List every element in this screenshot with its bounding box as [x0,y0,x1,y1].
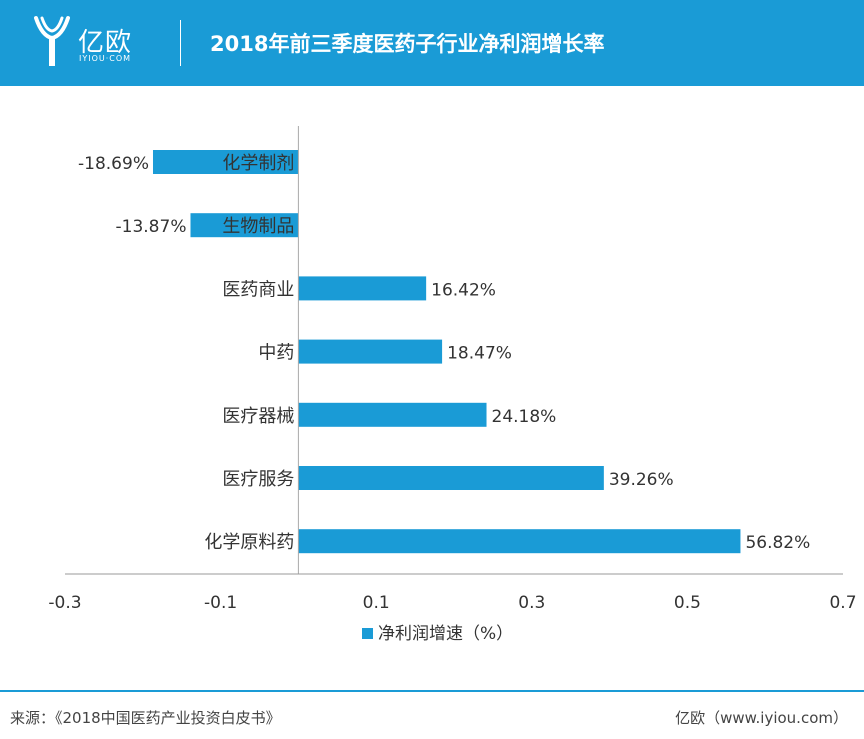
bar-医药商业 [298,276,427,301]
bar-医疗服务 [298,466,604,490]
x-tick-label: 0.1 [363,593,390,613]
category-label-医疗服务: 医疗服务 [222,469,294,490]
legend-label: 净利润增速（%） [378,624,513,644]
x-tick-label: -0.3 [48,593,81,613]
header-divider [180,20,181,66]
header-banner: 亿欧 IYIOU·COM 2018年前三季度医药子行业净利润增长率 [0,0,864,86]
category-label-中药: 中药 [258,343,294,364]
value-label: 39.26% [609,470,674,490]
chart-title: 2018年前三季度医药子行业净利润增长率 [210,32,605,56]
category-label-医药商业: 医药商业 [222,279,294,300]
brand-domain: IYIOU·COM [79,54,132,63]
value-label: -18.69% [78,154,149,174]
yiou-logo-icon [34,16,70,66]
value-label: 56.82% [745,533,810,553]
x-tick-label: 0.3 [518,593,545,613]
bar-化学制剂 [152,150,299,174]
value-label: -13.87% [116,217,187,237]
bar-医疗器械 [298,402,487,427]
brand-name: 亿欧 [78,28,133,58]
category-label-医疗器械: 医疗器械 [222,406,294,427]
footer-source: 来源：《2018中国医药产业投资白皮书》 [10,709,281,727]
axes-group: -0.3 -0.1 0.1 0.3 0.5 0.7 [48,126,857,613]
value-label: 18.47% [447,344,512,364]
bars-group [152,150,741,554]
category-label-化学制剂: 化学制剂 [222,153,294,174]
legend-group: 净利润增速（%） [362,624,513,644]
value-label: 24.18% [492,407,557,427]
bar-生物制品 [190,213,299,238]
footer-brand: 亿欧（www.iyiou.com） [675,709,848,727]
x-tick-label: 0.7 [829,593,856,613]
value-label: 16.42% [431,280,496,300]
x-tick-label: 0.5 [674,593,701,613]
bar-化学原料药 [298,529,741,554]
legend-swatch [362,628,373,639]
category-label-化学原料药: 化学原料药 [204,532,294,553]
brand-logo: 亿欧 IYIOU·COM [32,14,182,74]
category-label-生物制品: 生物制品 [222,216,294,237]
bar-中药 [298,339,443,364]
value-labels-group: -18.69% -13.87% 16.42% 18.47% 24.18% 39.26% 56… [78,154,810,553]
x-tick-label: -0.1 [204,593,237,613]
footer-divider [0,690,864,692]
